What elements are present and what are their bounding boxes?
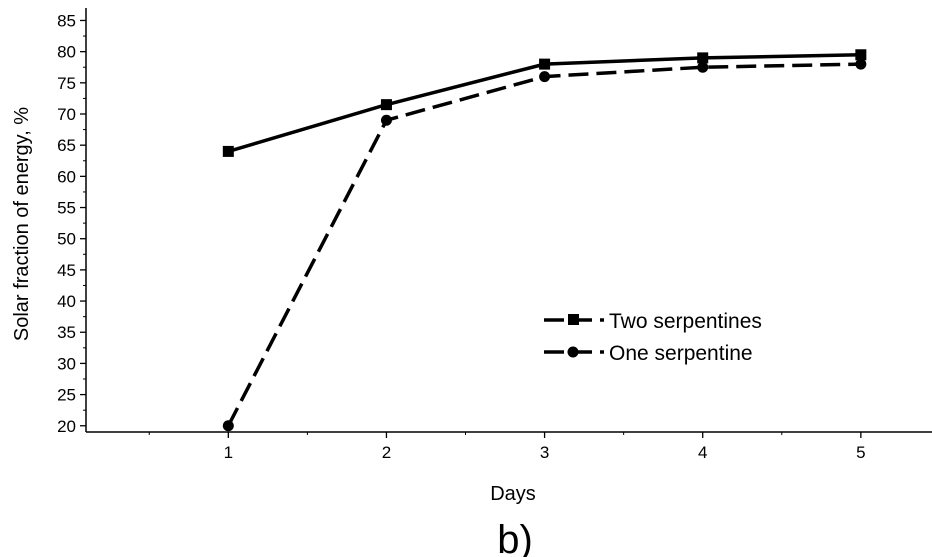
legend-label-two-serpentines: Two serpentines: [609, 310, 762, 333]
x-axis-title: Days: [490, 483, 536, 505]
data-point-square: [222, 145, 234, 157]
data-point-circle: [697, 61, 709, 73]
y-tick-label: 75: [57, 74, 76, 93]
y-tick-label: 60: [57, 167, 76, 186]
y-tick-label: 30: [57, 354, 76, 373]
panel-label: b): [497, 518, 533, 557]
data-point-circle: [380, 114, 392, 126]
series-two-serpentines: [222, 49, 867, 157]
x-tick-label: 1: [224, 443, 233, 462]
legend-marker-square: [568, 314, 579, 325]
y-tick-label: 80: [57, 43, 76, 62]
x-tick-label: 4: [698, 443, 707, 462]
y-tick-label: 20: [57, 417, 76, 436]
y-tick-label: 35: [57, 323, 76, 342]
data-point-circle: [222, 420, 234, 432]
series-layer: [222, 49, 867, 432]
legend: Two serpentines One serpentine: [544, 310, 762, 365]
series-one-serpentine: [222, 58, 867, 432]
y-tick-label: 40: [57, 292, 76, 311]
data-point-circle: [855, 58, 867, 70]
x-tick-label: 2: [382, 443, 391, 462]
legend-item-one-serpentine: One serpentine: [544, 342, 753, 365]
y-tick-label: 55: [57, 199, 76, 218]
data-point-square: [539, 58, 551, 70]
y-tick-label: 25: [57, 386, 76, 405]
data-point-square: [855, 49, 867, 61]
y-tick-label: 45: [57, 261, 76, 280]
legend-item-two-serpentines: Two serpentines: [544, 310, 762, 333]
x-ticks: 1 2 3 4 5: [148, 432, 866, 462]
axes: [85, 8, 932, 433]
data-point-circle: [539, 71, 551, 83]
y-tick-label: 65: [57, 136, 76, 155]
series-line: [226, 62, 861, 427]
y-tick-label: 50: [57, 230, 76, 249]
y-tick-label: 70: [57, 105, 76, 124]
data-point-square: [697, 52, 709, 64]
x-tick-label: 3: [540, 443, 549, 462]
x-tick-label: 5: [856, 443, 865, 462]
y-ticks: 20 25 30 35 40 45 50 55 60 65 70 75 80 85: [57, 11, 86, 436]
y-axis-title: Solar fraction of energy, %: [11, 107, 33, 341]
legend-label-one-serpentine: One serpentine: [609, 342, 753, 365]
data-point-square: [380, 99, 392, 111]
y-tick-label: 85: [57, 11, 76, 30]
legend-marker-circle: [567, 346, 579, 358]
